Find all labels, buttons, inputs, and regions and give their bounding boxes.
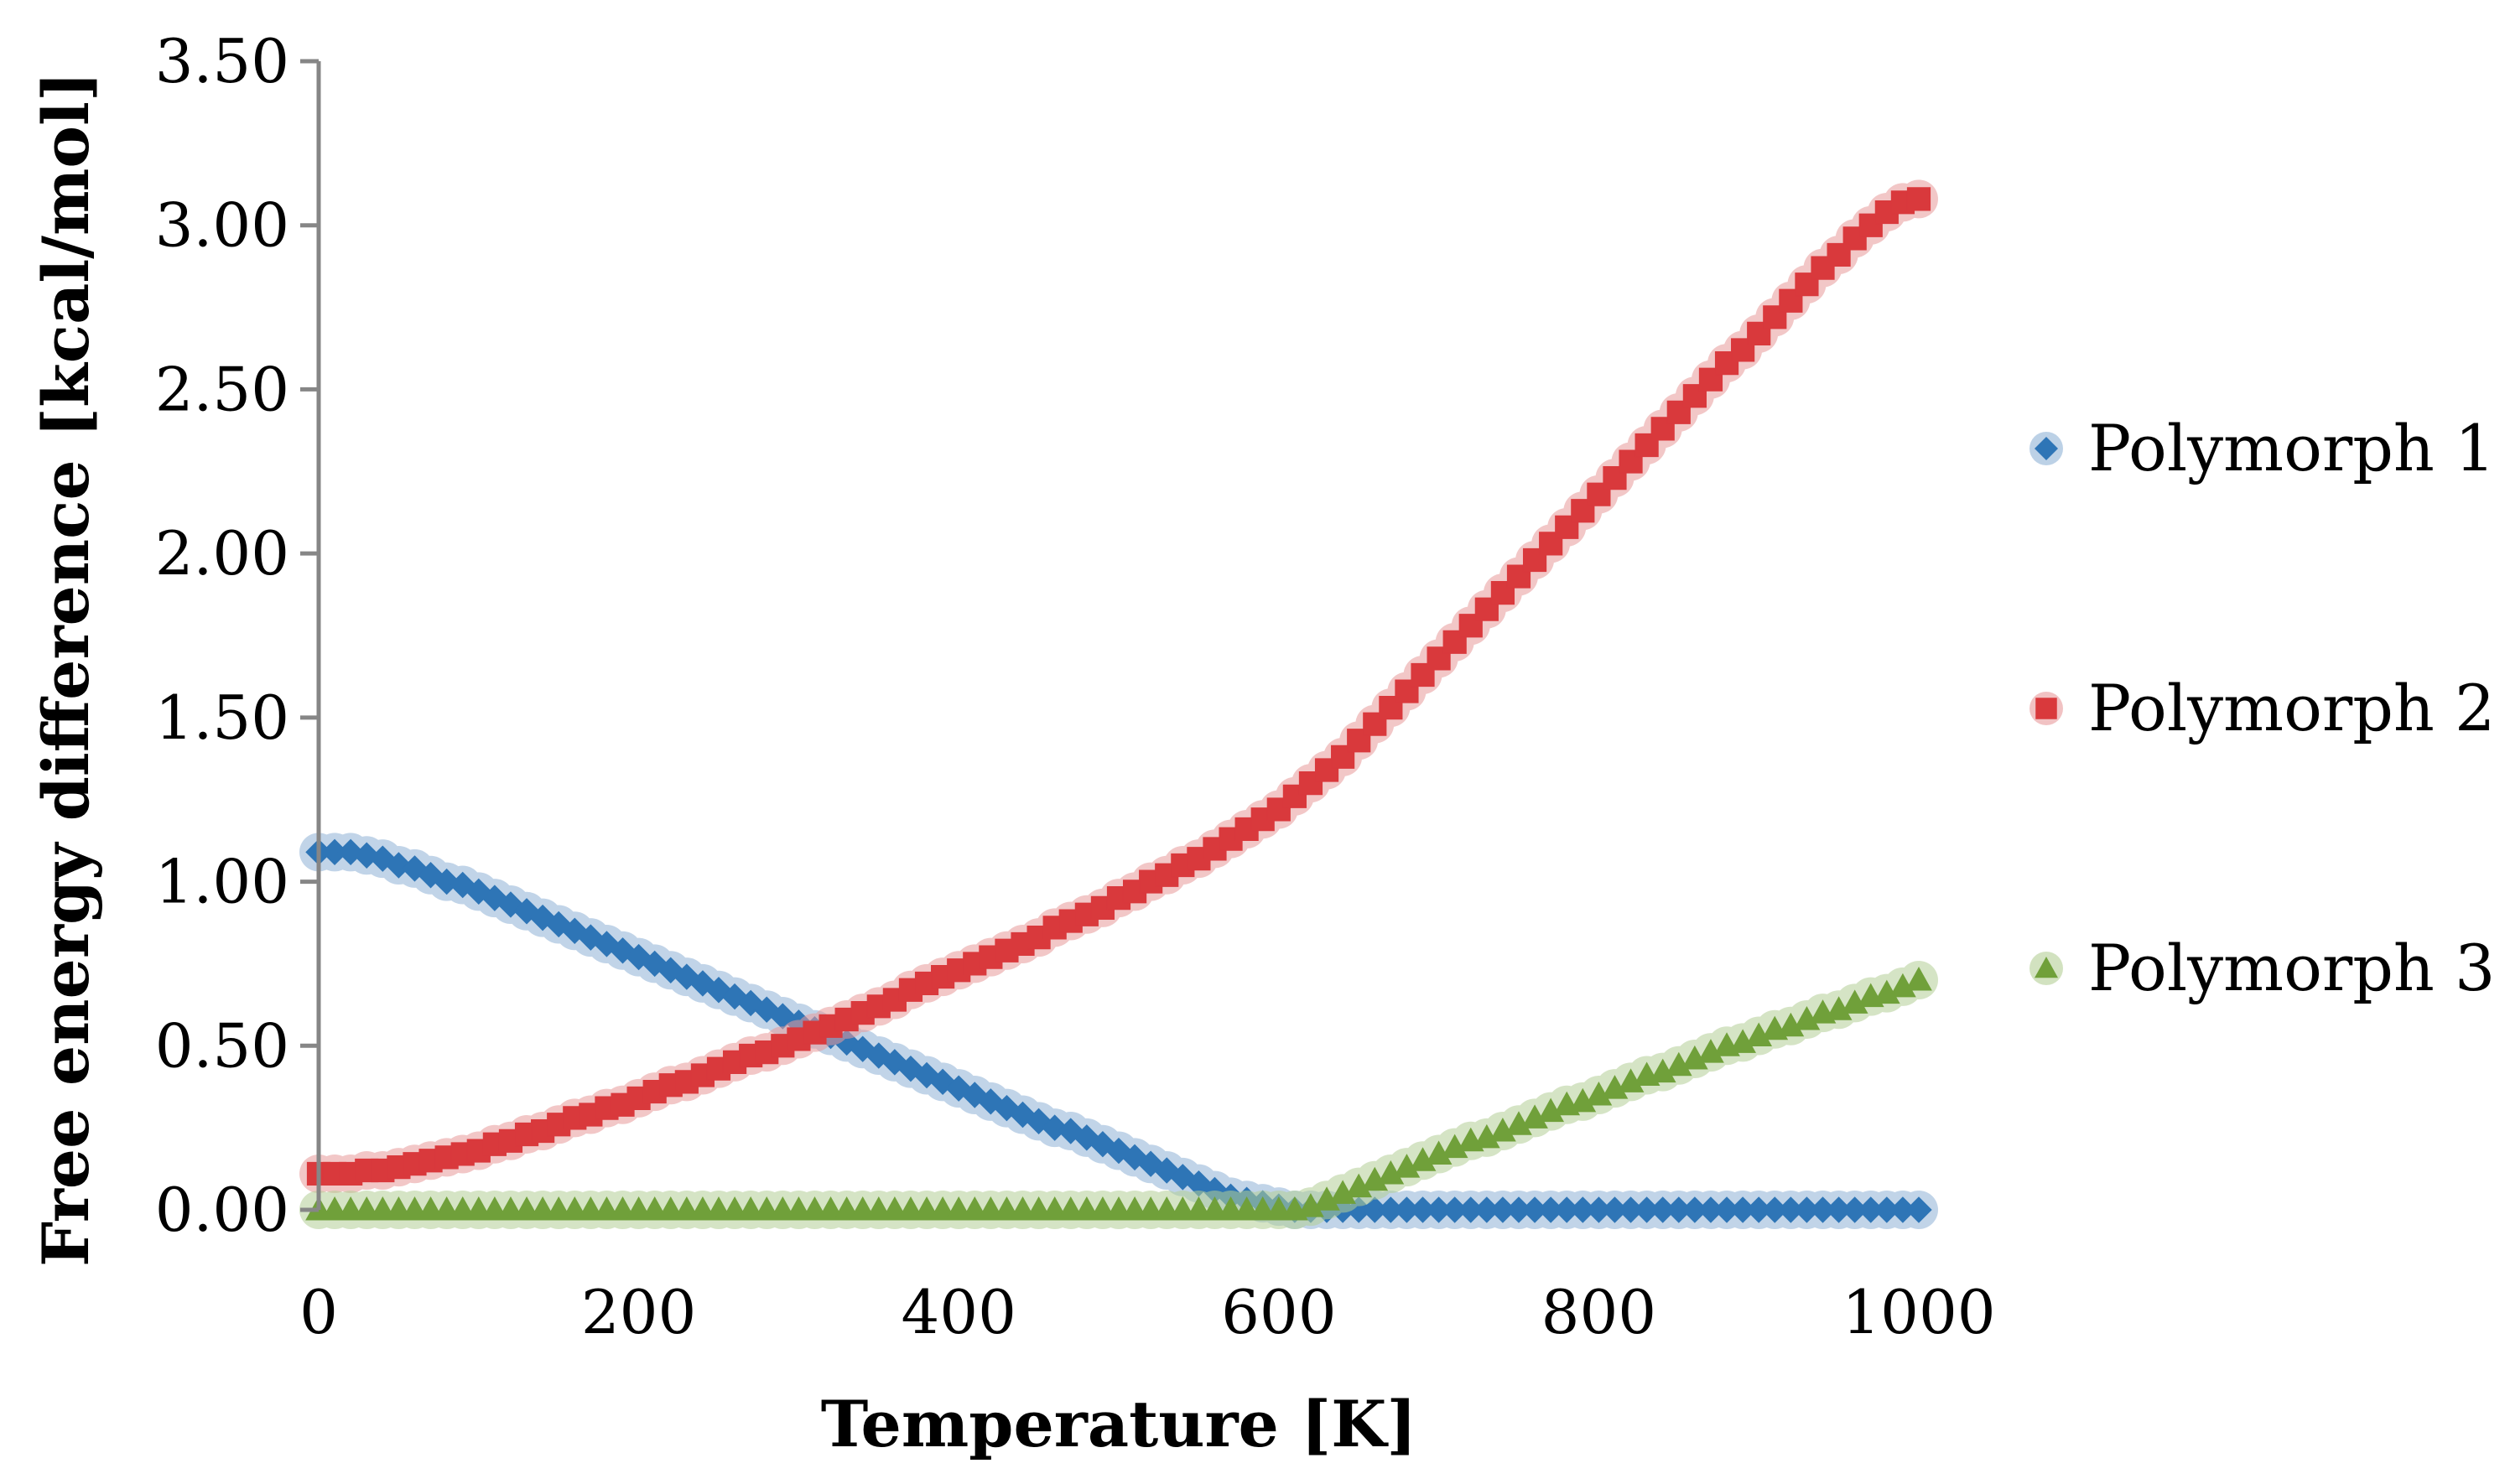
- legend-item: Polymorph 1: [2029, 411, 2495, 485]
- legend-item: Polymorph 2: [2029, 671, 2495, 745]
- data-point: [561, 917, 588, 944]
- x-tick-label: 1000: [1842, 1277, 1995, 1347]
- x-tick-label: 200: [581, 1277, 696, 1347]
- axes: 0.00 0.50 1.00 1.50 2.00 2.50 3.00 3.50 0 200 400…: [155, 26, 1996, 1347]
- data-point: [1906, 187, 1931, 211]
- data-point: [673, 963, 700, 990]
- series-points: [305, 838, 1932, 1223]
- x-axis-title: Temperature [K]: [821, 1387, 1417, 1461]
- data-point: [450, 871, 476, 899]
- data-point: [641, 950, 668, 978]
- y-axis-title: Free energy difference [kcal/mol]: [29, 71, 103, 1267]
- data-point: [353, 842, 380, 869]
- legend-swatch: [2035, 957, 2058, 978]
- series-polymorph-3: [299, 961, 1938, 1229]
- data-point: [1073, 1124, 1100, 1151]
- y-tick-label: 1.50: [155, 682, 289, 753]
- data-point: [1169, 1164, 1197, 1191]
- y-axis-ticks: 0.00 0.50 1.00 1.50 2.00 2.50 3.00 3.50: [155, 26, 319, 1245]
- data-point: [1058, 1118, 1084, 1144]
- x-tick-label: 800: [1541, 1277, 1656, 1347]
- data-point: [1153, 1157, 1180, 1184]
- series-points: [305, 966, 1932, 1221]
- legend-swatch: [2035, 698, 2057, 719]
- data-point: [865, 1042, 892, 1069]
- legend-swatch: [2035, 437, 2058, 460]
- x-axis-ticks: 0 200 400 600 800 1000: [299, 1277, 1996, 1347]
- data-point: [1905, 1196, 1932, 1223]
- y-tick-label: 3.00: [155, 190, 289, 261]
- y-tick-label: 1.00: [155, 847, 289, 917]
- series-polymorph-2: [299, 179, 1938, 1193]
- data-point: [753, 996, 780, 1023]
- y-tick-label: 2.50: [155, 354, 289, 424]
- data-point: [881, 1049, 908, 1076]
- data-point: [529, 904, 556, 931]
- y-tick-label: 3.50: [155, 26, 289, 96]
- series-points: [306, 187, 1931, 1186]
- legend: Polymorph 1 Polymorph 2 Polymorph 3: [2029, 411, 2495, 1005]
- data-point: [977, 1088, 1005, 1115]
- legend-label: Polymorph 2: [2088, 671, 2495, 745]
- data-point: [657, 957, 684, 983]
- legend-item: Polymorph 3: [2029, 931, 2495, 1005]
- data-point: [993, 1094, 1021, 1122]
- series-polymorph-1: [299, 833, 1938, 1229]
- y-tick-label: 2.00: [155, 518, 289, 589]
- y-tick-label: 0.00: [155, 1175, 289, 1245]
- data-point: [545, 911, 572, 938]
- legend-label: Polymorph 3: [2088, 931, 2495, 1005]
- data-marks: [299, 179, 1938, 1229]
- data-point: [1905, 966, 1932, 991]
- legend-label: Polymorph 1: [2088, 411, 2495, 485]
- data-point: [897, 1055, 924, 1082]
- x-tick-label: 400: [901, 1277, 1016, 1347]
- data-point: [1009, 1101, 1037, 1129]
- series-halo: [299, 961, 1938, 1229]
- x-tick-label: 600: [1221, 1277, 1336, 1347]
- x-tick-label: 0: [299, 1277, 338, 1347]
- y-tick-label: 0.50: [155, 1010, 289, 1081]
